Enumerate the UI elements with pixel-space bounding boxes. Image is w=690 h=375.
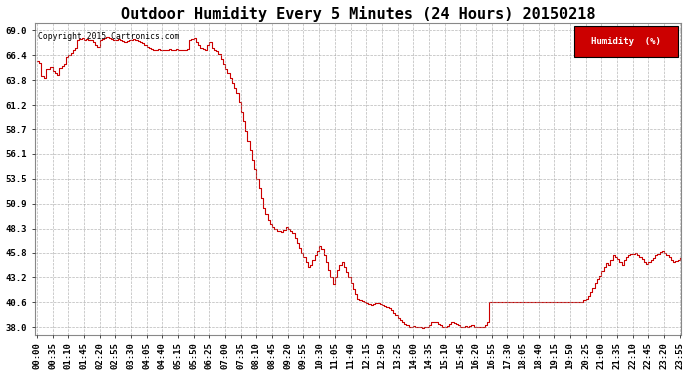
- Text: Copyright 2015 Cartronics.com: Copyright 2015 Cartronics.com: [38, 32, 179, 41]
- Text: Humidity  (%): Humidity (%): [591, 37, 661, 46]
- FancyBboxPatch shape: [574, 26, 678, 57]
- Title: Outdoor Humidity Every 5 Minutes (24 Hours) 20150218: Outdoor Humidity Every 5 Minutes (24 Hou…: [121, 6, 595, 21]
